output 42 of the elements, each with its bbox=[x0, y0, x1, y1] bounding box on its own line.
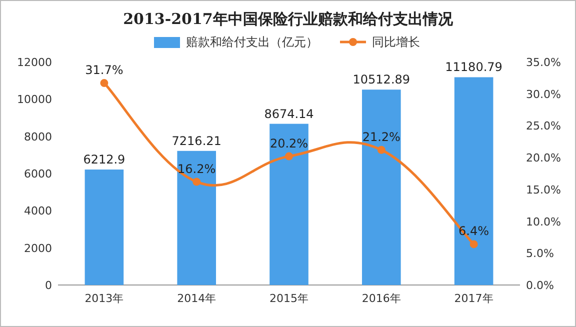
y2-tick-label: 25.0% bbox=[526, 120, 561, 133]
data-label: 16.2% bbox=[178, 162, 216, 176]
data-label: 20.2% bbox=[270, 136, 308, 150]
data-label: 7216.21 bbox=[172, 134, 222, 148]
point bbox=[470, 240, 478, 248]
x-tick-label: 2016年 bbox=[362, 292, 401, 305]
bar bbox=[362, 90, 401, 285]
data-label: 10512.89 bbox=[352, 72, 410, 87]
y2-tick-label: 0.0% bbox=[526, 279, 554, 292]
data-label: 11180.79 bbox=[445, 60, 502, 74]
y-tick-label: 0 bbox=[45, 279, 52, 292]
legend-label: 同比增长 bbox=[372, 35, 420, 49]
point bbox=[192, 178, 201, 186]
y-tick-label: 2000 bbox=[24, 242, 52, 255]
bar bbox=[177, 150, 216, 285]
chart-title: 2013-2017年中国保险行业赔款和给付支出情况 bbox=[123, 10, 454, 28]
bar bbox=[270, 124, 308, 285]
y-tick-label: 8000 bbox=[24, 130, 52, 144]
data-label: 31.7% bbox=[85, 63, 124, 78]
bar bbox=[84, 170, 124, 285]
y2-tick-label: 35.0% bbox=[526, 56, 561, 69]
legend-label: 赔款和给付支出（亿元） bbox=[186, 35, 318, 49]
point bbox=[285, 152, 293, 160]
x-tick-label: 2013年 bbox=[84, 292, 124, 305]
y2-tick-label: 5.0% bbox=[526, 247, 554, 260]
y-tick-label: 10000 bbox=[17, 93, 52, 106]
y-tick-label: 6000 bbox=[24, 168, 52, 180]
x-tick-label: 2017年 bbox=[454, 292, 494, 305]
y-tick-label: 12000 bbox=[17, 56, 52, 69]
y2-tick-label: 10.0% bbox=[526, 215, 561, 228]
y2-tick-label: 20.0% bbox=[526, 152, 561, 165]
point bbox=[100, 79, 108, 88]
data-label: 21.2% bbox=[362, 130, 400, 144]
y-tick-label: 4000 bbox=[24, 204, 52, 218]
data-label: 6212.9 bbox=[83, 152, 126, 167]
y2-tick-label: 30.0% bbox=[526, 88, 561, 101]
y2-tick-label: 15.0% bbox=[526, 183, 561, 196]
bar bbox=[454, 77, 494, 285]
point bbox=[377, 146, 386, 154]
x-tick-label: 2015年 bbox=[270, 292, 308, 305]
data-label: 8674.14 bbox=[264, 106, 314, 121]
x-tick-label: 2014年 bbox=[177, 292, 216, 305]
